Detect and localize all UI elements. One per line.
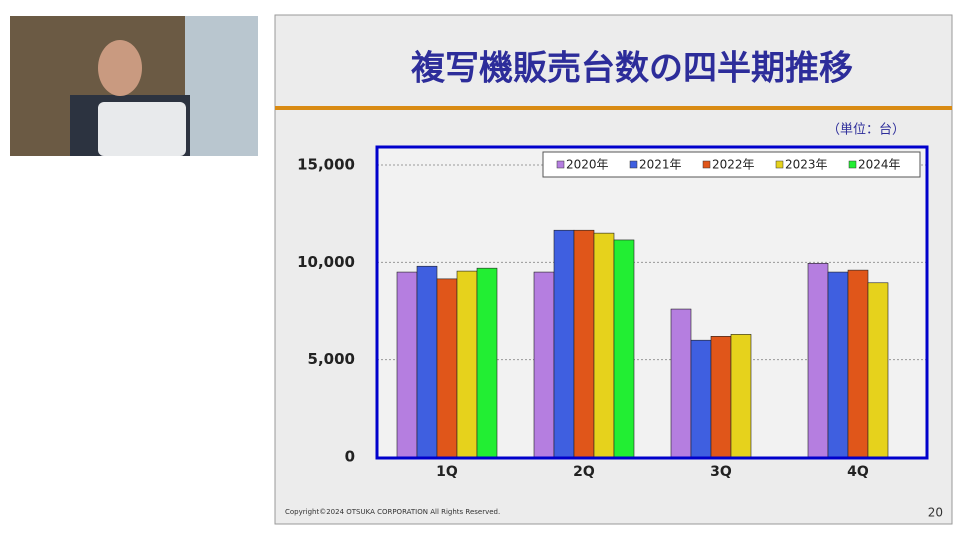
legend-label: 2022年	[712, 158, 755, 172]
legend-swatch	[556, 160, 565, 169]
bar	[456, 270, 478, 458]
x-tick-label: 1Q	[436, 464, 458, 480]
legend-swatch	[702, 160, 711, 169]
bar	[436, 278, 458, 458]
legend-swatch	[848, 160, 857, 169]
bar	[827, 271, 849, 458]
bar	[710, 336, 732, 458]
legend-label: 2023年	[785, 158, 828, 172]
bar	[573, 229, 595, 458]
x-tick-label: 2Q	[573, 464, 595, 480]
copyright: Copyright©2024 OTSUKA CORPORATION All Ri…	[285, 508, 500, 516]
slide-title: 複写機販売台数の四半期推移	[411, 49, 853, 89]
y-tick-label: 5,000	[308, 350, 355, 368]
legend-swatch	[629, 160, 638, 169]
page-number: 20	[928, 506, 943, 520]
bar	[867, 282, 889, 458]
bar	[847, 269, 869, 458]
bar	[690, 339, 712, 458]
bar	[416, 265, 438, 458]
plot: 0 5,000 10,000 15,000 1Q 2Q 3Q 4Q	[297, 156, 927, 480]
bar	[613, 239, 635, 458]
y-tick-label: 15,000	[297, 156, 355, 174]
legend-label: 2020年	[566, 158, 609, 172]
video-wall	[185, 16, 258, 156]
bar	[533, 271, 555, 458]
bar	[670, 308, 692, 458]
bar	[396, 271, 418, 458]
plot-border	[375, 145, 929, 460]
bar	[476, 267, 498, 458]
legend-label: 2021年	[639, 158, 682, 172]
speaker-head	[98, 40, 142, 96]
y-tick-label: 10,000	[297, 253, 355, 271]
bar	[553, 229, 575, 458]
x-tick-label: 4Q	[847, 464, 869, 480]
legend-items: 2020年 2021年 2022年 2023年 2024年	[556, 158, 901, 172]
podium-device	[98, 102, 186, 156]
x-tick-label: 3Q	[710, 464, 732, 480]
legend-swatch	[775, 160, 784, 169]
legend	[542, 151, 921, 178]
title-rule	[275, 106, 952, 110]
bar	[730, 334, 752, 458]
legend-label: 2024年	[858, 158, 901, 172]
bar	[807, 263, 829, 458]
unit-label: （単位：台）	[827, 122, 905, 138]
y-tick-label: 0	[345, 448, 355, 466]
bar	[593, 232, 615, 458]
speaker-video	[10, 16, 258, 156]
